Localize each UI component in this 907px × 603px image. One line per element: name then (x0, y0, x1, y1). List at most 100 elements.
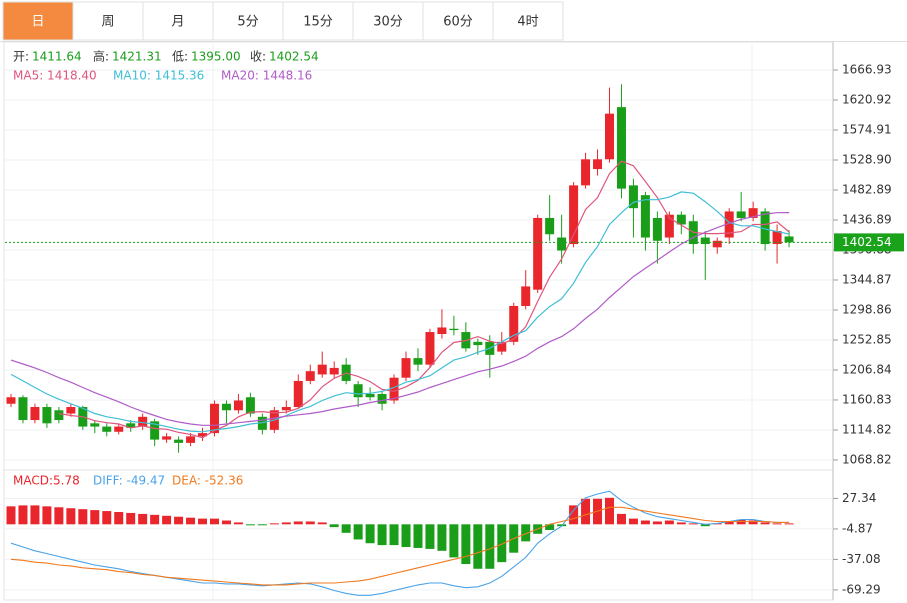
y-tick-label: 1206.84 (842, 362, 892, 376)
ohlc-label: 低: (172, 50, 188, 64)
tab[interactable]: 15分 (282, 1, 354, 41)
candle-body (509, 305, 519, 342)
candle-body (401, 358, 411, 378)
tab-box (282, 1, 354, 41)
macd-bar (305, 521, 315, 525)
ma-line (10, 212, 790, 426)
macd-bar (365, 524, 375, 544)
candle-body (772, 230, 782, 245)
candle-body (209, 403, 219, 434)
macd-bar (162, 515, 172, 525)
candle-body (628, 185, 638, 209)
macd-bar (6, 506, 16, 525)
y-tick-label: 1482.89 (842, 182, 892, 196)
y-tick-label: 1574.91 (842, 123, 892, 137)
candle-body (425, 332, 435, 365)
candle-body (593, 159, 603, 170)
ohlc-value: 1402.54 (269, 50, 319, 64)
candle-body (221, 403, 231, 411)
y-tick-label: 27.34 (842, 491, 876, 505)
macd-bar (724, 521, 734, 525)
candle-body (305, 371, 315, 381)
macd-bar (640, 520, 650, 525)
tab-label: 4时 (517, 15, 538, 30)
ohlc-value: 1421.31 (112, 50, 162, 64)
macd-line (10, 506, 790, 586)
macd-bar (138, 513, 148, 525)
candle-body (30, 407, 40, 421)
candle-body (42, 407, 52, 424)
candle-body (605, 113, 614, 160)
macd-bar (664, 520, 674, 525)
candle-body (497, 341, 507, 352)
tab-label: 60分 (443, 15, 473, 30)
macd-bar (676, 522, 686, 525)
candle-body (413, 358, 423, 365)
last-price-box (834, 233, 904, 252)
macd-legend: MACD:5.78 (13, 474, 80, 488)
macd-bar (425, 524, 435, 549)
y-tick-label: 1160.83 (842, 392, 892, 406)
tab[interactable]: 60分 (422, 1, 494, 41)
candle-body (724, 211, 734, 238)
tab[interactable]: 周 (72, 1, 144, 41)
tab-box (422, 1, 494, 41)
macd-bar (473, 524, 483, 569)
y-tick-label: 1666.93 (842, 63, 892, 77)
y-tick-label: 1252.85 (842, 332, 892, 346)
macd-bar (760, 522, 770, 525)
candle-body (557, 237, 567, 251)
candle-body (257, 416, 267, 430)
candle-body (437, 327, 447, 335)
candle-body (736, 211, 746, 218)
candle-body (126, 423, 136, 428)
tab[interactable]: 30分 (352, 1, 424, 41)
macd-bar (209, 518, 219, 525)
macd-legend: DEA: -52.36 (172, 474, 243, 488)
macd-bar (389, 524, 399, 546)
macd-bar (198, 518, 208, 525)
candle-body (198, 433, 208, 437)
macd-bar (221, 520, 231, 525)
macd-bar (569, 505, 579, 525)
candle-body (616, 107, 626, 189)
tab[interactable]: 月 (142, 1, 214, 41)
macd-bar (186, 517, 196, 525)
ma-line (10, 191, 790, 433)
candle-body (365, 393, 375, 398)
macd-bar (449, 524, 459, 558)
y-tick-label: 1298.86 (842, 302, 892, 316)
candle-body (784, 236, 794, 243)
macd-bar (114, 512, 124, 525)
macd-bar (233, 522, 243, 525)
macd-bar (90, 510, 100, 525)
macd-bar (688, 523, 698, 525)
ma-legend: MA20: 1448.16 (221, 69, 312, 83)
candle-body (150, 421, 160, 440)
macd-bar (616, 513, 626, 525)
macd-bar (353, 524, 363, 540)
macd-bar (401, 524, 411, 548)
macd-bar (581, 498, 591, 525)
tab-label: 5分 (237, 15, 258, 30)
ohlc-value: 1411.64 (32, 50, 82, 64)
candle-body (245, 397, 255, 414)
y-tick-label: -4.87 (842, 521, 873, 535)
y-tick-label: 1114.82 (842, 422, 892, 436)
tab-box (352, 1, 424, 41)
last-price-label: 1402.54 (842, 235, 892, 249)
candle-body (162, 436, 172, 440)
macd-bar (437, 524, 447, 551)
candle-body (66, 407, 76, 414)
macd-bar (18, 505, 28, 525)
tab[interactable]: 5分 (212, 1, 284, 41)
tab-box (72, 1, 144, 41)
macd-bar (150, 514, 160, 525)
candle-body (533, 217, 543, 290)
tab[interactable]: 日 (2, 1, 74, 41)
y-tick-label: 1344.87 (842, 272, 892, 286)
ma-legend: MA5: 1418.40 (13, 69, 97, 83)
candle-body (760, 211, 770, 245)
candle-body (569, 185, 579, 245)
tab[interactable]: 4时 (492, 1, 564, 41)
